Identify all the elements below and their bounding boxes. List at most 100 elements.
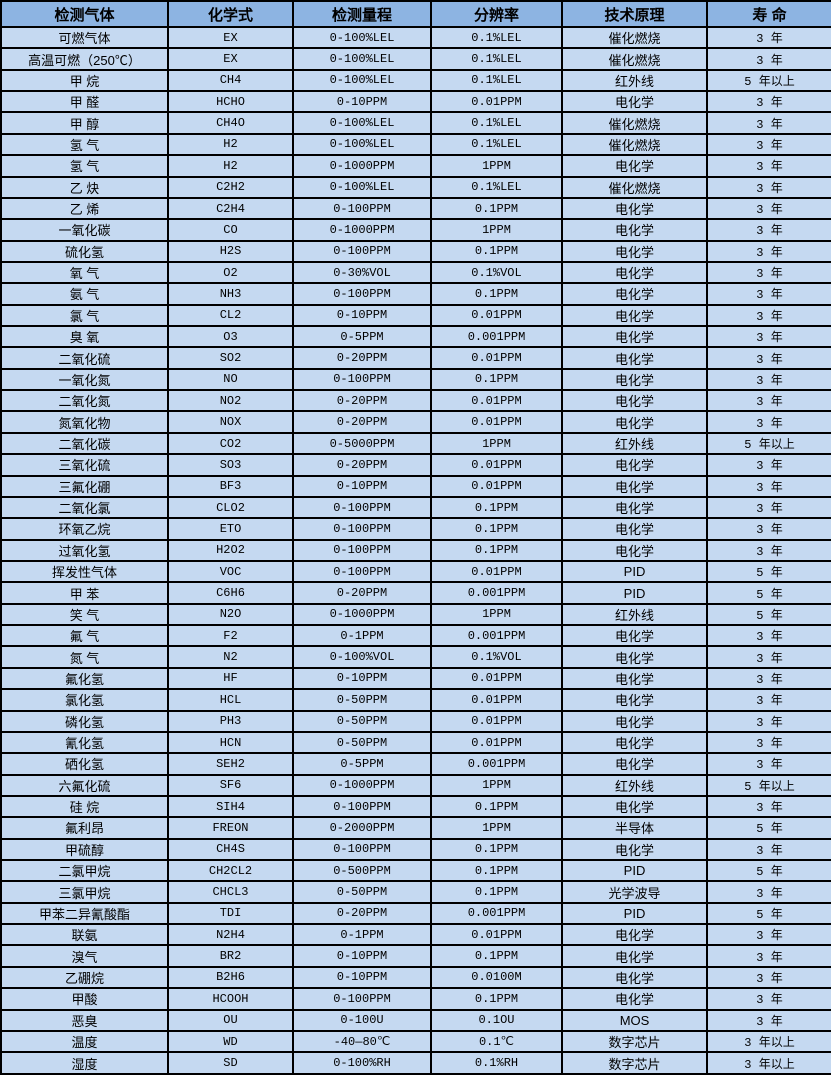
- cell-resolution: 0.1%RH: [430, 1051, 563, 1075]
- cell-lifespan: 3 年以上: [706, 1029, 831, 1054]
- cell-technical-principle: 光学波导: [561, 880, 708, 904]
- cell-technical-principle: 电化学: [561, 495, 708, 520]
- cell-lifespan: 3 年: [706, 944, 831, 968]
- table-row: 乙 烯 C2H4 0-100PPM 0.1PPM 电化学 3 年: [0, 196, 831, 221]
- cell-chemical-formula: O3: [167, 325, 294, 349]
- cell-resolution: 0.001PPM: [430, 624, 563, 648]
- cell-gas-name: 一氧化氮: [0, 367, 169, 392]
- cell-detection-range: 0-1000PPM: [292, 773, 432, 797]
- cell-detection-range: 0-50PPM: [292, 730, 432, 755]
- table-row: 三氯甲烷 CHCL3 0-50PPM 0.1PPM 光学波导 3 年: [0, 880, 831, 904]
- table-body: 可燃气体 EX 0-100%LEL 0.1%LEL 催化燃烧 3 年高温可燃（250℃） E…: [0, 25, 831, 1075]
- cell-technical-principle: 电化学: [561, 154, 708, 178]
- cell-detection-range: 0-100%LEL: [292, 132, 432, 157]
- cell-resolution: 0.01PPM: [430, 474, 563, 498]
- cell-gas-name: 氯 气: [0, 303, 169, 328]
- cell-detection-range: 0-100%LEL: [292, 111, 432, 135]
- table-row: 甲 醇 CH4O 0-100%LEL 0.1%LEL 催化燃烧 3 年: [0, 111, 831, 135]
- cell-gas-name: 氟化氢: [0, 666, 169, 691]
- cell-detection-range: 0-10PPM: [292, 965, 432, 990]
- cell-lifespan: 3 年: [706, 709, 831, 733]
- table-row: 二氧化碳 CO2 0-5000PPM 1PPM 红外线 5 年以上: [0, 431, 831, 456]
- cell-detection-range: 0-30%VOL: [292, 260, 432, 285]
- cell-resolution: 0.1PPM: [430, 538, 563, 563]
- cell-chemical-formula: NO2: [167, 389, 294, 413]
- cell-gas-name: 氟利昂: [0, 816, 169, 840]
- table-row: 氟利昂 FREON 0-2000PPM 1PPM 半导体 5 年: [0, 816, 831, 840]
- table-row: 氢 气 H2 0-100%LEL 0.1%LEL 催化燃烧 3 年: [0, 132, 831, 157]
- cell-detection-range: 0-20PPM: [292, 901, 432, 926]
- cell-lifespan: 3 年: [706, 538, 831, 563]
- cell-technical-principle: 电化学: [561, 218, 708, 242]
- cell-lifespan: 5 年以上: [706, 68, 831, 93]
- cell-resolution: 1PPM: [430, 431, 563, 456]
- cell-resolution: 0.1%LEL: [430, 111, 563, 135]
- cell-resolution: 0.01PPM: [430, 303, 563, 328]
- cell-gas-name: 甲 烷: [0, 68, 169, 93]
- table-row: 氯 气 CL2 0-10PPM 0.01PPM 电化学 3 年: [0, 303, 831, 328]
- table-row: 环氧乙烷 ETO 0-100PPM 0.1PPM 电化学 3 年: [0, 517, 831, 541]
- cell-chemical-formula: CH4O: [167, 111, 294, 135]
- cell-resolution: 1PPM: [430, 816, 563, 840]
- cell-gas-name: 二氧化硫: [0, 346, 169, 370]
- cell-technical-principle: PID: [561, 559, 708, 584]
- cell-lifespan: 3 年: [706, 923, 831, 947]
- cell-gas-name: 氮氧化物: [0, 410, 169, 434]
- cell-technical-principle: 电化学: [561, 303, 708, 328]
- table-row: 乙 炔 C2H2 0-100%LEL 0.1%LEL 催化燃烧 3 年: [0, 175, 831, 199]
- cell-resolution: 0.01PPM: [430, 666, 563, 691]
- cell-lifespan: 3 年: [706, 794, 831, 819]
- cell-chemical-formula: HCN: [167, 730, 294, 755]
- table-row: 六氟化硫 SF6 0-1000PPM 1PPM 红外线 5 年以上: [0, 773, 831, 797]
- table-row: 氮氧化物 NOX 0-20PPM 0.01PPM 电化学 3 年: [0, 410, 831, 434]
- table-row: 氰化氢 HCN 0-50PPM 0.01PPM 电化学 3 年: [0, 730, 831, 755]
- cell-chemical-formula: HF: [167, 666, 294, 691]
- cell-technical-principle: 数字芯片: [561, 1051, 708, 1075]
- cell-technical-principle: 电化学: [561, 538, 708, 563]
- cell-resolution: 0.1%LEL: [430, 25, 563, 50]
- cell-technical-principle: 电化学: [561, 389, 708, 413]
- table-row: 二氯甲烷 CH2CL2 0-500PPM 0.1PPM PID 5 年: [0, 858, 831, 883]
- cell-detection-range: 0-100PPM: [292, 367, 432, 392]
- cell-lifespan: 3 年: [706, 837, 831, 862]
- cell-lifespan: 3 年: [706, 474, 831, 498]
- cell-chemical-formula: H2S: [167, 239, 294, 263]
- cell-chemical-formula: N2: [167, 645, 294, 669]
- table-row: 挥发性气体 VOC 0-100PPM 0.01PPM PID 5 年: [0, 559, 831, 584]
- cell-technical-principle: 电化学: [561, 90, 708, 114]
- cell-technical-principle: 电化学: [561, 688, 708, 712]
- cell-chemical-formula: CH2CL2: [167, 858, 294, 883]
- table-row: 乙硼烷 B2H6 0-10PPM 0.0100M 电化学 3 年: [0, 965, 831, 990]
- cell-gas-name: 六氟化硫: [0, 773, 169, 797]
- header-cell-lifespan: 寿 命: [706, 0, 831, 28]
- cell-resolution: 0.1PPM: [430, 880, 563, 904]
- cell-gas-name: 联氨: [0, 923, 169, 947]
- cell-gas-name: 三氯甲烷: [0, 880, 169, 904]
- table-row: 甲苯二异氰酸酯 TDI 0-20PPM 0.001PPM PID 5 年: [0, 901, 831, 926]
- cell-chemical-formula: HCL: [167, 688, 294, 712]
- cell-chemical-formula: SD: [167, 1051, 294, 1075]
- cell-technical-principle: PID: [561, 581, 708, 605]
- table-row: 过氧化氢 H2O2 0-100PPM 0.1PPM 电化学 3 年: [0, 538, 831, 563]
- cell-detection-range: -40—80℃: [292, 1029, 432, 1054]
- cell-lifespan: 5 年以上: [706, 773, 831, 797]
- cell-detection-range: 0-100PPM: [292, 538, 432, 563]
- cell-resolution: 0.1PPM: [430, 367, 563, 392]
- table-row: 甲 醛 HCHO 0-10PPM 0.01PPM 电化学 3 年: [0, 90, 831, 114]
- cell-technical-principle: 电化学: [561, 923, 708, 947]
- cell-chemical-formula: EX: [167, 25, 294, 50]
- cell-chemical-formula: O2: [167, 260, 294, 285]
- cell-gas-name: 二氧化氮: [0, 389, 169, 413]
- table-row: 氮 气 N2 0-100%VOL 0.1%VOL 电化学 3 年: [0, 645, 831, 669]
- cell-technical-principle: 催化燃烧: [561, 25, 708, 50]
- table-row: 氧 气 O2 0-30%VOL 0.1%VOL 电化学 3 年: [0, 260, 831, 285]
- cell-technical-principle: 电化学: [561, 987, 708, 1011]
- table-row: 氟 气 F2 0-1PPM 0.001PPM 电化学 3 年: [0, 624, 831, 648]
- cell-lifespan: 3 年: [706, 303, 831, 328]
- cell-detection-range: 0-2000PPM: [292, 816, 432, 840]
- cell-lifespan: 3 年: [706, 517, 831, 541]
- cell-resolution: 0.1PPM: [430, 495, 563, 520]
- table-row: 氯化氢 HCL 0-50PPM 0.01PPM 电化学 3 年: [0, 688, 831, 712]
- cell-gas-name: 乙 炔: [0, 175, 169, 199]
- cell-gas-name: 甲硫醇: [0, 837, 169, 862]
